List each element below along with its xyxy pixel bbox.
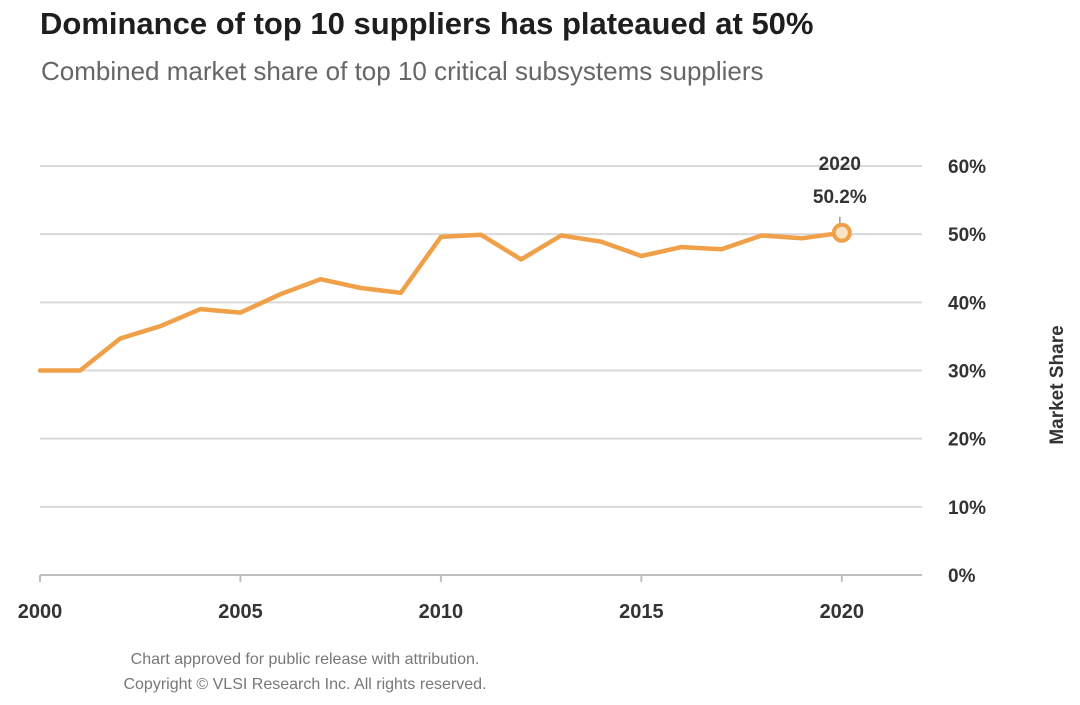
x-tick-label: 2015 xyxy=(619,601,664,623)
tick-labels: 0% 10% 20% 30% 40% 50% 60% 2000 2005 2010 2015 2020 xyxy=(18,157,986,623)
y-tick-label: 40% xyxy=(948,293,986,314)
footer-release-note: Chart approved for public release with a… xyxy=(130,651,480,668)
x-axis xyxy=(39,574,922,582)
annotation-year-label: 2020 xyxy=(819,154,861,175)
chart-subtitle: Combined market share of top 10 critical… xyxy=(41,56,764,86)
series-line xyxy=(37,230,845,373)
y-tick-label: 30% xyxy=(948,362,986,383)
footer-copyright: Copyright © VLSI Research Inc. All right… xyxy=(123,676,487,693)
chart-title: Dominance of top 10 suppliers has platea… xyxy=(40,6,814,41)
x-tick-label: 2020 xyxy=(820,601,865,623)
x-tick-label: 2000 xyxy=(18,601,63,623)
x-tick-label: 2010 xyxy=(419,601,464,623)
annotation: 2020 50.2% xyxy=(813,154,867,243)
annotation-value-label: 50.2% xyxy=(813,187,867,208)
gridlines xyxy=(40,165,922,508)
y-tick-label: 0% xyxy=(948,566,976,587)
y-tick-label: 60% xyxy=(948,157,986,178)
y-tick-label: 20% xyxy=(948,430,986,451)
end-point-marker xyxy=(831,222,852,243)
series xyxy=(37,230,845,373)
y-tick-label: 10% xyxy=(948,498,986,519)
y-tick-label: 50% xyxy=(948,225,986,246)
x-tick-label: 2005 xyxy=(218,601,263,623)
y-axis-label: Market Share xyxy=(1047,325,1068,444)
